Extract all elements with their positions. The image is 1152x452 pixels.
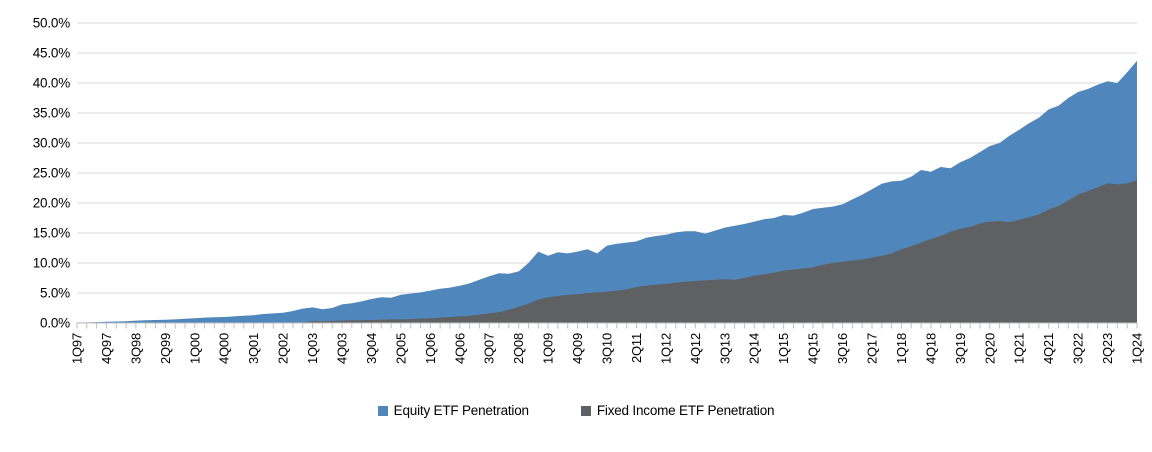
x-axis-tick-label: 3Q10: [600, 333, 615, 364]
x-axis-tick-label: 4Q15: [806, 333, 821, 364]
equity-legend-label: Equity ETF Penetration: [393, 403, 529, 418]
x-axis-tick-label: 4Q18: [923, 333, 938, 364]
x-axis-tick-label: 2Q05: [393, 333, 408, 364]
x-axis-tick-label: 2Q23: [1100, 333, 1115, 364]
equity-legend-swatch: [377, 405, 388, 416]
x-axis-tick-label: 1Q03: [305, 333, 320, 364]
x-axis-tick-label: 3Q22: [1071, 333, 1086, 364]
x-axis-tick-label: 4Q03: [335, 333, 350, 364]
x-axis-tick-label: 1Q97: [70, 333, 85, 364]
x-axis-tick-label: 4Q21: [1041, 333, 1056, 364]
x-axis-tick-label: 2Q11: [629, 333, 644, 363]
x-axis-tick-label: 2Q14: [747, 333, 762, 364]
chart-legend: Equity ETF Penetration Fixed Income ETF …: [0, 403, 1152, 418]
y-axis-tick-label: 10.0%: [33, 256, 70, 271]
x-axis-tick-label: 1Q18: [894, 333, 909, 364]
equity-area-series: [77, 60, 1137, 324]
x-axis-tick-label: 1Q06: [423, 333, 438, 364]
x-axis-tick-label: 1Q15: [776, 333, 791, 364]
x-axis-tick-label: 2Q02: [276, 333, 291, 364]
x-axis-tick-label: 4Q06: [452, 333, 467, 364]
x-axis-tick-label: 1Q09: [541, 333, 556, 364]
fixed-income-area-series: [77, 180, 1137, 323]
x-axis-tick-label: 2Q08: [511, 333, 526, 364]
y-axis-tick-label: 25.0%: [33, 166, 70, 181]
legend-item-equity[interactable]: Equity ETF Penetration: [377, 403, 529, 418]
x-axis-tick-label: 3Q19: [953, 333, 968, 364]
legend-item-fixed-income[interactable]: Fixed Income ETF Penetration: [580, 403, 775, 418]
x-axis-tick-label: 3Q13: [717, 333, 732, 364]
x-axis-tick-label: 4Q00: [217, 333, 232, 364]
x-axis-tick-label: 3Q07: [482, 333, 497, 364]
x-axis-tick-label: 3Q04: [364, 333, 379, 364]
y-axis-tick-label: 35.0%: [33, 106, 70, 121]
x-axis-tick-label: 4Q09: [570, 333, 585, 364]
y-axis-tick-label: 5.0%: [40, 286, 70, 301]
x-axis-tick-label: 1Q24: [1130, 333, 1145, 364]
x-axis-tick-label: 1Q12: [658, 333, 673, 364]
fixed-income-legend-label: Fixed Income ETF Penetration: [596, 403, 775, 418]
x-axis-tick-label: 1Q21: [1012, 333, 1027, 364]
y-axis-tick-label: 20.0%: [33, 196, 70, 211]
x-axis-tick-label: 4Q97: [99, 333, 114, 364]
x-axis-tick-label: 1Q00: [187, 333, 202, 364]
y-axis-tick-label: 45.0%: [33, 46, 70, 61]
x-axis-tick-label: 3Q98: [128, 333, 143, 364]
x-axis-tick-label: 2Q17: [865, 333, 880, 364]
y-axis-tick-label: 30.0%: [33, 136, 70, 151]
y-axis-tick-label: 40.0%: [33, 76, 70, 91]
x-axis-tick-label: 2Q20: [982, 333, 997, 364]
y-axis-tick-label: 15.0%: [33, 226, 70, 241]
x-axis-tick-label: 3Q01: [246, 333, 261, 364]
x-axis-tick-label: 3Q16: [835, 333, 850, 364]
x-axis-tick-label: 4Q12: [688, 333, 703, 364]
fixed-income-legend-swatch: [580, 405, 591, 416]
y-axis-tick-label: 0.0%: [40, 316, 70, 331]
y-axis-tick-label: 50.0%: [33, 16, 70, 31]
x-axis-tick-label: 2Q99: [158, 333, 173, 364]
